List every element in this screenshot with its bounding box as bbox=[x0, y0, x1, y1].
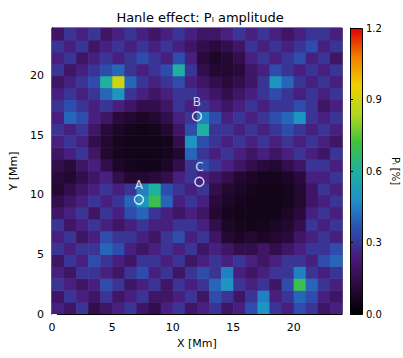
svg-text:0.0: 0.0 bbox=[366, 309, 382, 320]
svg-text:10: 10 bbox=[166, 321, 180, 334]
svg-text:Pₗ [%]: Pₗ [%] bbox=[390, 157, 401, 185]
svg-text:0: 0 bbox=[37, 308, 44, 321]
svg-text:1.2: 1.2 bbox=[366, 23, 382, 34]
svg-text:A: A bbox=[135, 178, 144, 192]
svg-text:Hanle effect: Pₗ amplitude: Hanle effect: Pₗ amplitude bbox=[116, 10, 283, 25]
svg-text:15: 15 bbox=[226, 321, 240, 334]
svg-text:0.3: 0.3 bbox=[366, 237, 382, 248]
svg-text:0.6: 0.6 bbox=[366, 166, 382, 177]
svg-text:0.9: 0.9 bbox=[366, 94, 382, 105]
svg-text:Y [Mm]: Y [Mm] bbox=[7, 151, 20, 191]
svg-text:15: 15 bbox=[30, 129, 44, 142]
svg-text:C: C bbox=[195, 160, 203, 174]
svg-text:5: 5 bbox=[109, 321, 116, 334]
svg-text:10: 10 bbox=[30, 188, 44, 201]
svg-text:5: 5 bbox=[37, 248, 44, 261]
svg-text:20: 20 bbox=[30, 69, 44, 82]
svg-text:B: B bbox=[193, 95, 201, 109]
svg-text:20: 20 bbox=[287, 321, 301, 334]
svg-text:X [Mm]: X [Mm] bbox=[177, 337, 217, 350]
svg-text:0: 0 bbox=[48, 321, 55, 334]
